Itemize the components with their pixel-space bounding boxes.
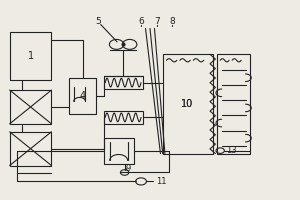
- Bar: [217, 54, 250, 154]
- Bar: [104, 111, 142, 124]
- Bar: [104, 76, 142, 89]
- Bar: [69, 78, 96, 114]
- Bar: [10, 132, 52, 166]
- Bar: [10, 32, 52, 80]
- Text: 8: 8: [169, 17, 175, 26]
- Bar: [104, 138, 134, 164]
- Text: 4: 4: [80, 91, 86, 101]
- Bar: [10, 90, 52, 124]
- Text: 9: 9: [126, 164, 131, 173]
- Bar: [164, 54, 213, 154]
- Text: 11: 11: [156, 177, 166, 186]
- Text: 10: 10: [181, 99, 194, 109]
- Text: 13: 13: [226, 146, 237, 155]
- Text: 7: 7: [154, 17, 160, 26]
- Text: 5: 5: [95, 17, 100, 26]
- Text: 10: 10: [181, 99, 194, 109]
- Ellipse shape: [110, 39, 124, 49]
- Text: 1: 1: [28, 51, 34, 61]
- Ellipse shape: [122, 39, 137, 49]
- Text: 6: 6: [138, 17, 144, 26]
